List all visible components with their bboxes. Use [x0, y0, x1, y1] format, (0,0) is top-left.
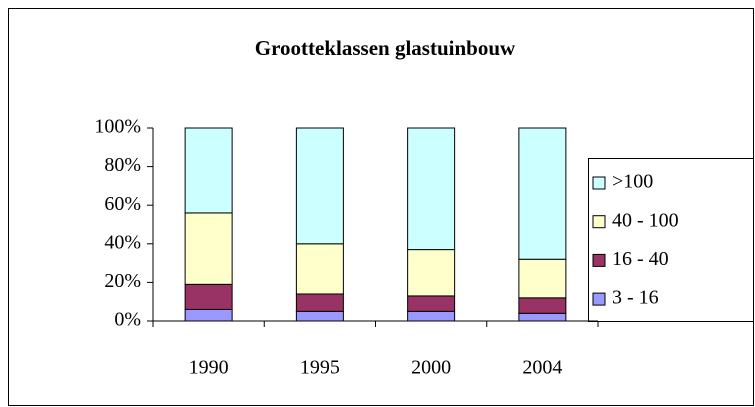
- bar-segment: [184, 212, 233, 285]
- legend-swatch: [592, 292, 606, 306]
- x-tick-label: 2004: [522, 357, 562, 379]
- legend-swatch: [592, 215, 606, 229]
- legend-swatch: [592, 253, 606, 267]
- legend-swatch: [592, 176, 606, 190]
- bar-segment: [407, 249, 456, 297]
- x-tick-label: 2000: [411, 357, 451, 379]
- bar-segment: [295, 243, 344, 295]
- y-tick-label: 100%: [94, 116, 141, 138]
- bar-segment: [518, 258, 567, 299]
- legend-label: 40 - 100: [612, 209, 679, 231]
- y-tick-label: 20%: [104, 270, 141, 292]
- bar-segment: [295, 310, 344, 322]
- legend-box: [588, 158, 754, 322]
- bar-segment: [184, 283, 233, 310]
- bar-segment: [184, 308, 233, 322]
- y-tick-label: 80%: [104, 154, 141, 176]
- x-tick-label: 1990: [189, 357, 229, 379]
- bar-segment: [407, 310, 456, 322]
- y-tick-label: 60%: [104, 193, 141, 215]
- bar-segment: [518, 127, 567, 260]
- x-tick-label: 1995: [300, 357, 340, 379]
- bar-segment: [407, 127, 456, 251]
- y-tick-label: 0%: [114, 309, 141, 331]
- y-tick-label: 40%: [104, 231, 141, 253]
- bar-segment: [518, 297, 567, 314]
- bar-segment: [518, 312, 567, 322]
- legend-label: 16 - 40: [612, 248, 669, 270]
- bar-segment: [407, 295, 456, 312]
- bar-segment: [295, 127, 344, 245]
- chart-title: Grootteklassen glastuinbouw: [255, 36, 516, 60]
- legend-label: 3 - 16: [612, 287, 659, 309]
- bar-segment: [295, 293, 344, 312]
- bar-segment: [184, 127, 233, 214]
- legend-label: >100: [612, 171, 653, 193]
